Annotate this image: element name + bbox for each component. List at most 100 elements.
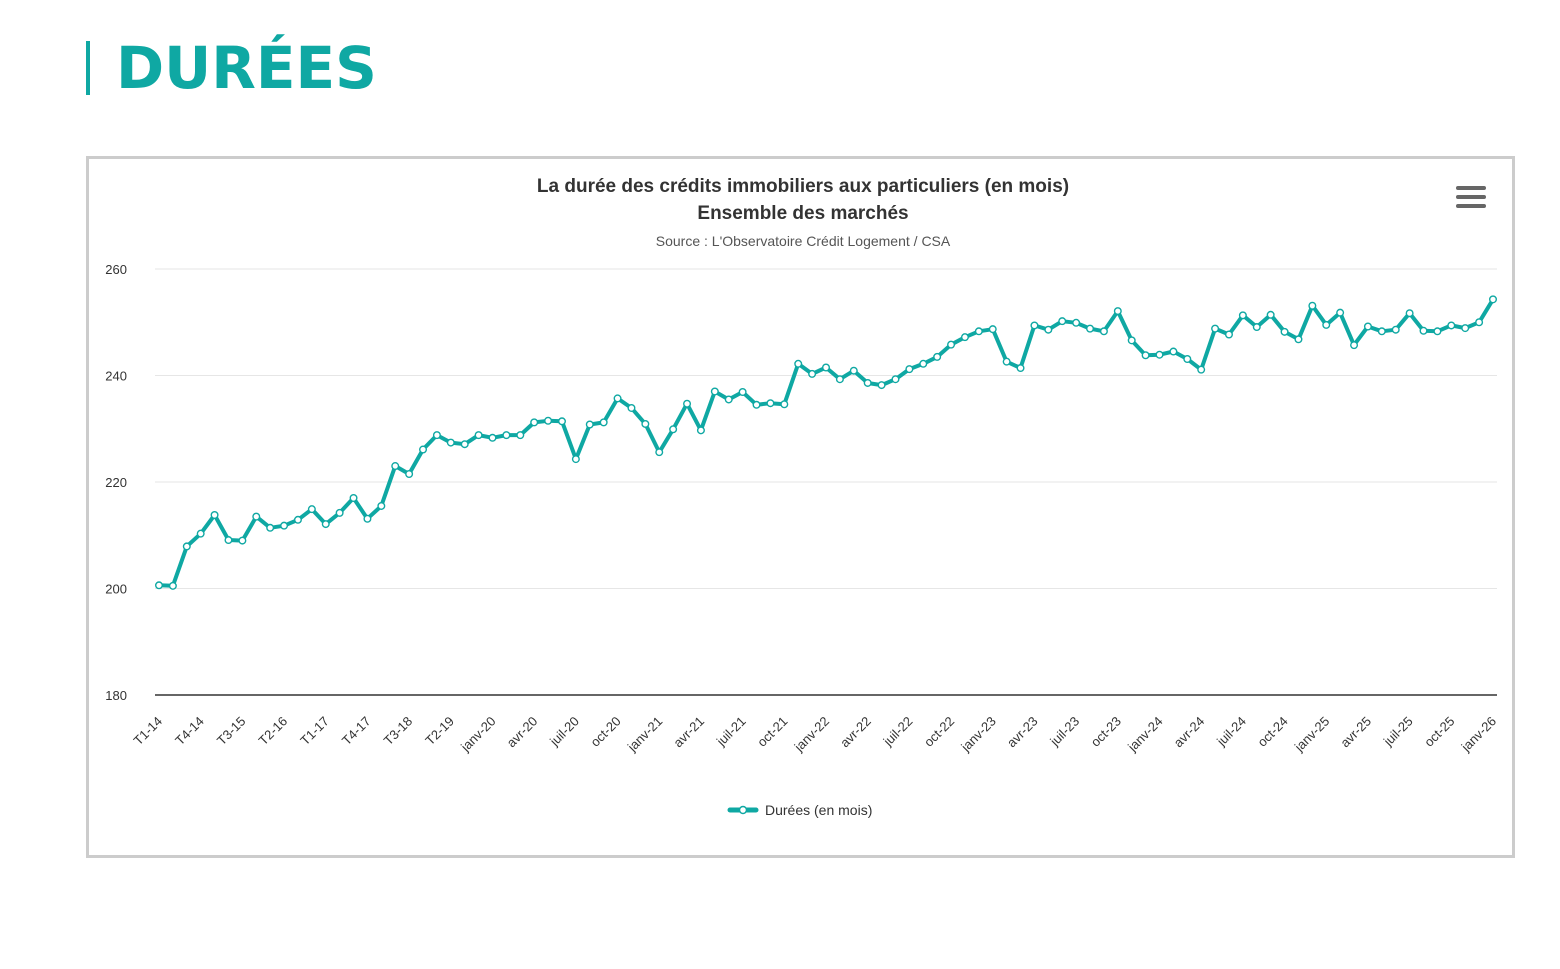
data-point[interactable] <box>710 387 719 396</box>
data-point[interactable] <box>1266 310 1275 319</box>
data-point[interactable] <box>613 394 622 403</box>
data-point[interactable] <box>432 431 441 440</box>
data-point[interactable] <box>1322 320 1331 329</box>
data-point[interactable] <box>808 369 817 378</box>
data-point[interactable] <box>154 581 163 590</box>
data-point[interactable] <box>1377 327 1386 336</box>
data-point[interactable] <box>307 505 316 514</box>
data-point[interactable] <box>238 536 247 545</box>
data-point[interactable] <box>655 448 664 457</box>
data-point[interactable] <box>863 378 872 387</box>
data-point[interactable] <box>794 359 803 368</box>
data-point[interactable] <box>266 523 275 532</box>
data-point[interactable] <box>696 426 705 435</box>
data-point[interactable] <box>168 581 177 590</box>
data-point[interactable] <box>960 333 969 342</box>
data-point[interactable] <box>752 400 761 409</box>
data-point[interactable] <box>641 419 650 428</box>
data-point[interactable] <box>1002 357 1011 366</box>
data-point[interactable] <box>891 375 900 384</box>
data-point[interactable] <box>321 520 330 529</box>
data-point[interactable] <box>363 514 372 523</box>
data-point[interactable] <box>182 542 191 551</box>
data-point[interactable] <box>780 400 789 409</box>
data-point[interactable] <box>1224 330 1233 339</box>
data-point[interactable] <box>683 399 692 408</box>
data-point[interactable] <box>1461 324 1470 333</box>
data-point[interactable] <box>196 529 205 538</box>
data-point[interactable] <box>1419 326 1428 335</box>
data-point[interactable] <box>933 352 942 361</box>
data-point[interactable] <box>405 470 414 479</box>
data-point[interactable] <box>1072 318 1081 327</box>
data-point[interactable] <box>252 512 261 521</box>
data-point[interactable] <box>766 399 775 408</box>
data-point[interactable] <box>1016 364 1025 373</box>
series-line[interactable] <box>157 297 1495 588</box>
legend[interactable]: Durées (en mois) <box>727 802 872 818</box>
data-point[interactable] <box>1363 322 1372 331</box>
data-point[interactable] <box>919 359 928 368</box>
data-point[interactable] <box>544 416 553 425</box>
data-point[interactable] <box>1141 351 1150 360</box>
data-point[interactable] <box>1044 325 1053 334</box>
data-point[interactable] <box>530 418 539 427</box>
data-point[interactable] <box>1113 307 1122 316</box>
data-point[interactable] <box>599 418 608 427</box>
data-point[interactable] <box>391 462 400 471</box>
data-point[interactable] <box>516 431 525 440</box>
data-point[interactable] <box>835 375 844 384</box>
data-point[interactable] <box>1183 354 1192 363</box>
data-point[interactable] <box>1099 327 1108 336</box>
data-point[interactable] <box>210 511 219 520</box>
data-point[interactable] <box>669 425 678 434</box>
data-point[interactable] <box>1280 327 1289 336</box>
data-point[interactable] <box>488 433 497 442</box>
data-point[interactable] <box>1294 335 1303 344</box>
data-point[interactable] <box>1488 295 1497 304</box>
series-durees[interactable] <box>154 295 1497 590</box>
data-point[interactable] <box>1030 321 1039 330</box>
data-point[interactable] <box>1238 311 1247 320</box>
data-point[interactable] <box>849 366 858 375</box>
data-point[interactable] <box>822 363 831 372</box>
data-point[interactable] <box>724 395 733 404</box>
data-point[interactable] <box>224 536 233 545</box>
data-point[interactable] <box>1391 325 1400 334</box>
data-point[interactable] <box>1433 327 1442 336</box>
data-point[interactable] <box>1211 324 1220 333</box>
data-point[interactable] <box>446 438 455 447</box>
data-point[interactable] <box>905 365 914 374</box>
data-point[interactable] <box>877 381 886 390</box>
data-point[interactable] <box>293 515 302 524</box>
data-point[interactable] <box>988 325 997 334</box>
data-point[interactable] <box>1197 365 1206 374</box>
data-point[interactable] <box>419 445 428 454</box>
data-point[interactable] <box>502 431 511 440</box>
data-point[interactable] <box>627 403 636 412</box>
data-point[interactable] <box>1405 309 1414 318</box>
data-point[interactable] <box>974 327 983 336</box>
data-point[interactable] <box>335 508 344 517</box>
data-point[interactable] <box>377 501 386 510</box>
data-point[interactable] <box>1350 341 1359 350</box>
data-point[interactable] <box>1127 336 1136 345</box>
data-point[interactable] <box>1169 347 1178 356</box>
data-point[interactable] <box>1086 324 1095 333</box>
data-point[interactable] <box>585 420 594 429</box>
data-point[interactable] <box>557 417 566 426</box>
data-point[interactable] <box>280 521 289 530</box>
data-point[interactable] <box>1336 308 1345 317</box>
data-point[interactable] <box>1252 323 1261 332</box>
data-point[interactable] <box>349 493 358 502</box>
chart-menu-button[interactable] <box>1456 186 1492 216</box>
data-point[interactable] <box>738 388 747 397</box>
data-point[interactable] <box>1058 317 1067 326</box>
data-point[interactable] <box>1308 301 1317 310</box>
data-point[interactable] <box>1475 318 1484 327</box>
data-point[interactable] <box>1155 350 1164 359</box>
data-point[interactable] <box>947 340 956 349</box>
data-point[interactable] <box>1447 321 1456 330</box>
data-point[interactable] <box>474 431 483 440</box>
data-point[interactable] <box>571 455 580 464</box>
